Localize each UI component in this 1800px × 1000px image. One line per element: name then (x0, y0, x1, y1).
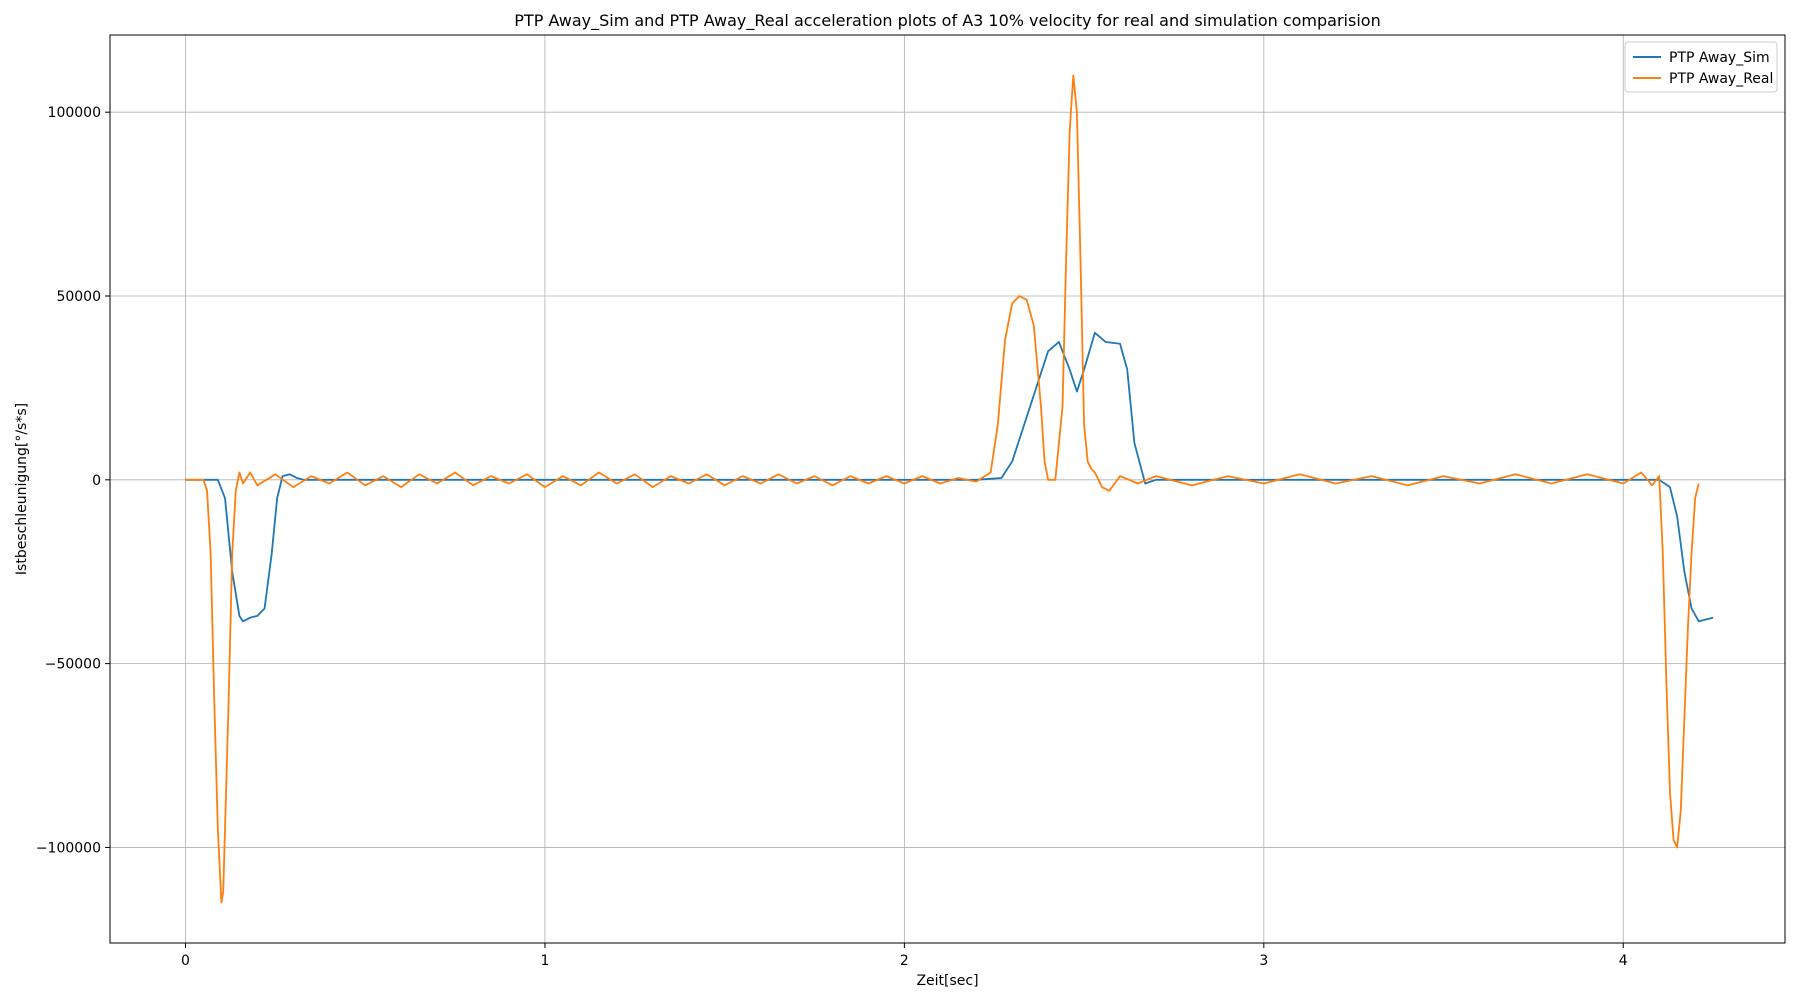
x-tick-label: 0 (181, 953, 190, 969)
x-tick-label: 3 (1259, 953, 1268, 969)
y-axis-label: Istbeschleunigung[°/s*s] (14, 403, 30, 575)
x-tick-label: 1 (540, 953, 549, 969)
tick-marks: 0 1 2 3 4 −100000 −50000 0 50000 100000 (36, 105, 1628, 969)
legend-label-real: PTP Away_Real (1669, 71, 1773, 87)
legend-box (1624, 41, 1778, 93)
y-tick-label: −100000 (36, 840, 101, 856)
x-axis-label: Zeit[sec] (916, 973, 978, 989)
chart-title: PTP Away_Sim and PTP Away_Real accelerat… (514, 11, 1380, 31)
x-tick-label: 2 (900, 953, 909, 969)
y-tick-label: 100000 (48, 105, 101, 121)
grid-lines (110, 35, 1785, 943)
series-line-real (185, 74, 1700, 904)
series-line-sim (185, 331, 1714, 623)
y-tick-label: 50000 (56, 289, 101, 305)
legend-label-sim: PTP Away_Sim (1669, 50, 1770, 66)
y-tick-label: −50000 (45, 657, 101, 673)
x-tick-label: 4 (1619, 953, 1628, 969)
legend: PTP Away_Sim PTP Away_Real (1624, 41, 1778, 93)
plot-frame (109, 34, 1786, 944)
y-tick-label: 0 (92, 473, 101, 489)
series-lines (185, 74, 1714, 904)
